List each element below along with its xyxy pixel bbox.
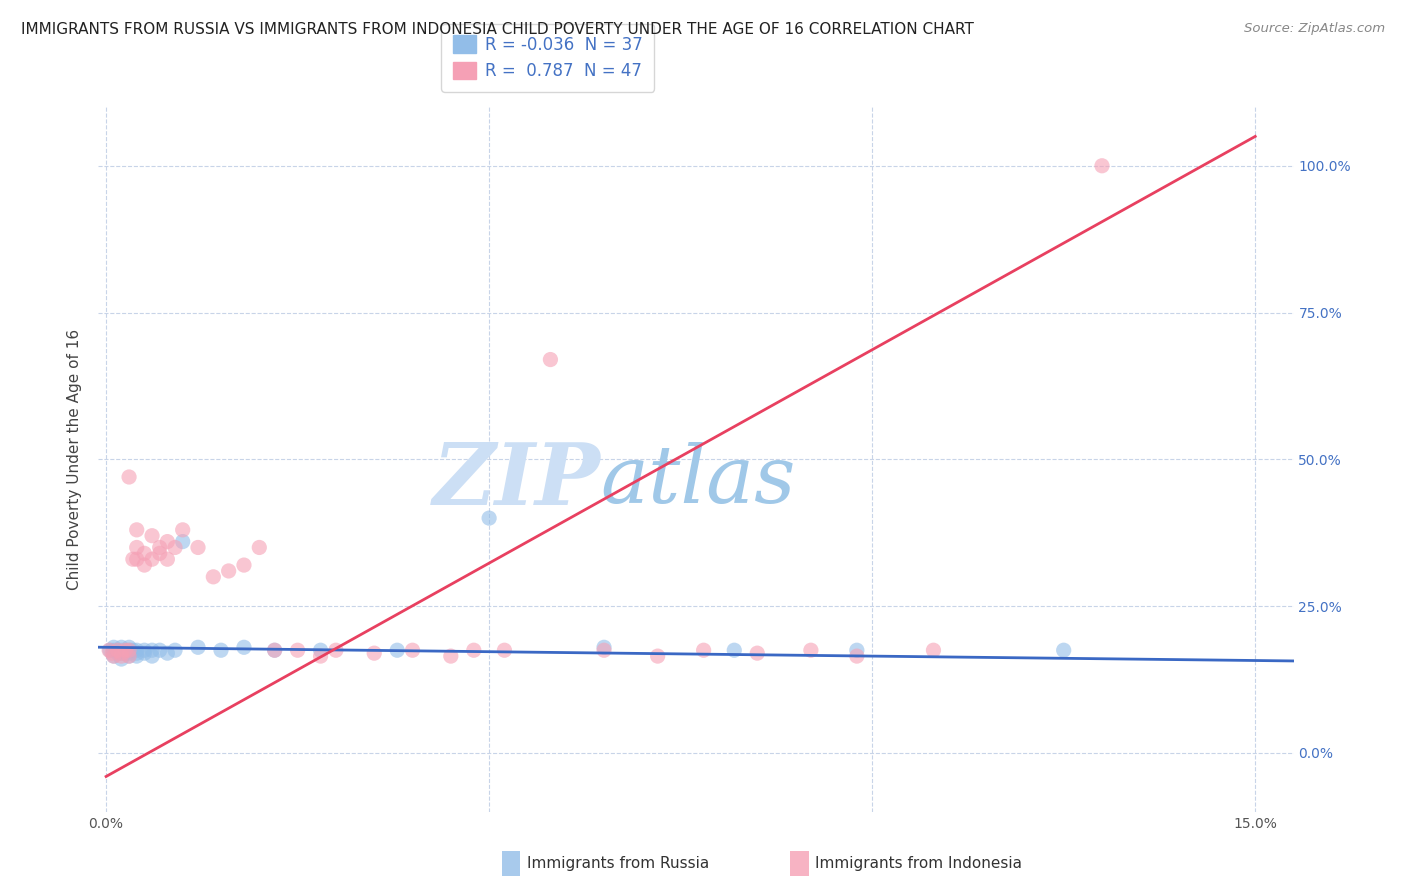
Point [103,649,125,664]
Text: ZIP: ZIP [433,439,600,523]
Point [118,649,141,664]
Point [103,649,125,664]
Point [110,652,132,666]
Point [122,552,145,566]
Point [118,643,141,657]
Point [149,541,172,555]
Point [723,643,745,657]
Point [125,541,148,555]
Point [263,643,285,657]
Point [325,643,347,657]
Point [156,646,179,660]
Point [114,646,136,660]
Point [172,534,194,549]
Point [134,546,156,560]
Point [202,570,225,584]
Point [385,643,409,657]
Point [163,643,186,657]
Point [593,643,616,657]
Point [401,643,423,657]
Point [110,640,132,655]
Point [593,640,616,655]
Point [118,646,141,660]
Point [538,352,561,367]
Point [233,558,256,573]
Point [141,649,163,664]
Point [134,558,156,573]
Point [118,649,141,664]
Point [110,646,132,660]
Point [118,640,141,655]
Point [845,649,868,664]
Point [141,552,163,566]
Point [747,646,769,660]
Text: Source: ZipAtlas.com: Source: ZipAtlas.com [1244,22,1385,36]
Point [103,640,125,655]
Point [218,564,240,578]
Point [98,643,121,657]
Point [118,643,141,657]
Point [922,643,945,657]
Point [463,643,485,657]
Point [141,529,163,543]
Point [309,643,332,657]
Point [125,646,148,660]
Point [125,523,148,537]
Point [845,643,868,657]
Point [149,643,172,657]
Point [107,643,129,657]
Point [125,552,148,566]
Point [125,649,148,664]
Point [101,646,124,660]
Point [692,643,714,657]
Point [263,643,285,657]
Point [114,643,136,657]
Point [141,643,163,657]
Point [1053,643,1076,657]
Point [118,470,141,484]
Point [494,643,516,657]
Text: IMMIGRANTS FROM RUSSIA VS IMMIGRANTS FROM INDONESIA CHILD POVERTY UNDER THE AGE : IMMIGRANTS FROM RUSSIA VS IMMIGRANTS FRO… [21,22,974,37]
Point [149,546,172,560]
Point [110,646,132,660]
Point [440,649,463,664]
Text: Immigrants from Indonesia: Immigrants from Indonesia [815,856,1022,871]
Point [309,649,332,664]
Point [163,541,186,555]
Point [98,643,121,657]
Point [103,643,125,657]
Point [125,643,148,657]
Text: Immigrants from Russia: Immigrants from Russia [527,856,710,871]
Point [247,541,270,555]
Point [647,649,669,664]
Point [187,541,209,555]
Point [156,534,179,549]
Point [209,643,232,657]
Point [187,640,209,655]
Point [122,643,145,657]
Point [172,523,194,537]
Point [134,643,156,657]
Point [363,646,385,660]
Point [107,646,129,660]
Point [800,643,823,657]
Point [110,649,132,664]
Point [156,552,179,566]
Text: atlas: atlas [600,442,796,519]
Point [233,640,256,655]
Legend: R = -0.036  N = 37, R =  0.787  N = 47: R = -0.036 N = 37, R = 0.787 N = 47 [441,24,654,92]
Point [110,643,132,657]
Point [134,646,156,660]
Point [478,511,501,525]
Y-axis label: Child Poverty Under the Age of 16: Child Poverty Under the Age of 16 [67,329,83,590]
Point [287,643,309,657]
Point [1091,159,1114,173]
